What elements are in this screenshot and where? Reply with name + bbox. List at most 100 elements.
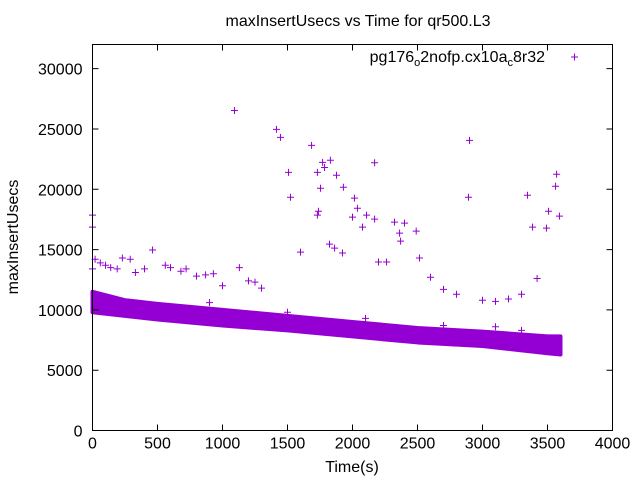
data-point <box>359 223 367 231</box>
data-point <box>472 338 480 346</box>
data-point <box>375 258 382 266</box>
data-point <box>161 261 169 269</box>
y-tick-label: 5000 <box>47 363 83 380</box>
data-point <box>118 254 126 262</box>
data-point <box>326 156 334 164</box>
data-point <box>542 224 550 232</box>
axis-ticks: 0 500 1000 1500 2000 2500 3000 3500 4000 0 5000 100… <box>38 44 631 453</box>
data-point <box>415 254 423 262</box>
data-point <box>272 125 280 133</box>
data-point <box>479 296 486 304</box>
data-point <box>313 168 321 176</box>
data-point <box>251 319 259 327</box>
data-point <box>362 314 369 322</box>
data-point <box>459 336 467 344</box>
data-point <box>533 275 541 283</box>
x-axis-label: Time(s) <box>325 459 379 476</box>
data-point <box>286 193 294 201</box>
data-point <box>276 133 284 141</box>
data-point <box>397 237 405 245</box>
data-point <box>297 248 304 256</box>
data-point <box>206 299 213 307</box>
data-point <box>230 106 238 114</box>
x-tick-label: 1000 <box>205 436 241 453</box>
data-point <box>113 265 121 273</box>
data-point <box>498 341 506 349</box>
y-tick-label: 15000 <box>38 243 83 260</box>
data-point <box>466 136 473 144</box>
data-point <box>284 308 291 316</box>
data-point <box>505 295 512 303</box>
data-point <box>427 273 434 281</box>
data-point <box>492 323 499 331</box>
data-point <box>407 335 415 343</box>
data-point <box>131 268 139 276</box>
data-point <box>464 193 472 201</box>
data-point <box>177 267 185 275</box>
data-point <box>511 342 519 350</box>
data-point <box>182 265 190 273</box>
data-point <box>485 340 493 348</box>
dense-band <box>90 289 563 357</box>
data-point <box>492 297 499 305</box>
data-point <box>245 277 252 285</box>
data-point <box>285 168 293 176</box>
data-point <box>108 302 116 310</box>
data-point <box>390 218 398 226</box>
data-point <box>126 255 134 263</box>
data-point <box>238 316 246 324</box>
data-point <box>219 282 226 290</box>
data-point <box>258 284 265 292</box>
data-point <box>134 303 142 311</box>
data-point <box>339 183 347 191</box>
data-point <box>96 259 104 267</box>
points-layer <box>89 106 563 352</box>
data-point <box>212 314 220 322</box>
data-point <box>396 229 404 237</box>
dense-band-layer <box>90 289 563 357</box>
data-point <box>314 207 322 215</box>
data-point <box>518 326 525 334</box>
data-point <box>553 170 561 178</box>
data-point <box>371 215 379 223</box>
data-point <box>167 264 174 272</box>
x-tick-label: 4000 <box>595 436 631 453</box>
data-point <box>121 305 129 313</box>
data-point <box>251 278 259 286</box>
data-point <box>529 223 537 231</box>
data-point <box>193 272 200 280</box>
data-point <box>381 332 389 340</box>
data-point <box>147 307 155 315</box>
data-point <box>537 344 545 352</box>
legend-label: pg176o2nofp.cx10ac8r32 <box>370 49 545 69</box>
x-tick-label: 3000 <box>465 436 501 453</box>
data-point <box>331 244 339 252</box>
data-point <box>149 246 157 254</box>
data-point <box>235 264 243 272</box>
data-point <box>313 211 321 219</box>
data-point <box>440 285 447 293</box>
data-point <box>523 191 531 199</box>
y-tick-label: 10000 <box>38 303 83 320</box>
data-point <box>355 329 363 337</box>
x-tick-label: 3500 <box>530 436 566 453</box>
data-point <box>420 336 428 344</box>
data-point <box>209 270 217 278</box>
data-point <box>290 323 298 331</box>
data-point <box>524 343 532 351</box>
data-point <box>518 290 525 298</box>
data-point <box>325 240 333 248</box>
data-point <box>225 317 233 325</box>
data-point <box>353 204 361 212</box>
data-point <box>363 211 371 219</box>
data-point <box>321 164 329 172</box>
data-point <box>264 320 272 328</box>
data-point <box>446 338 454 346</box>
x-tick-label: 0 <box>88 436 97 453</box>
data-point <box>333 171 341 179</box>
data-point <box>453 290 460 298</box>
data-point <box>401 219 408 227</box>
data-point <box>433 337 441 345</box>
data-point <box>555 212 563 220</box>
data-point <box>349 213 356 221</box>
